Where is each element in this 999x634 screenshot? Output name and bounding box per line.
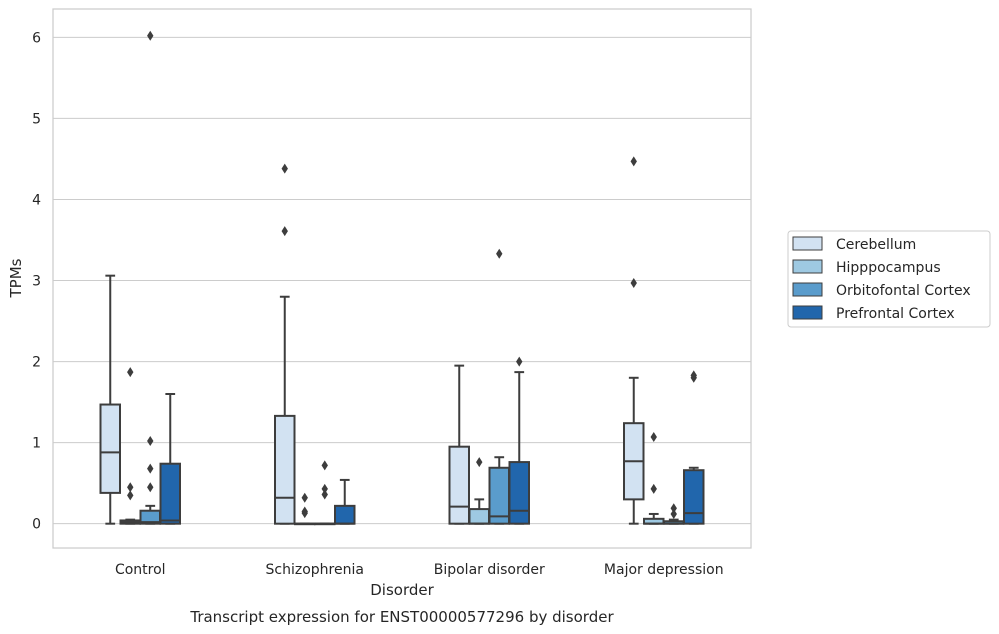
y-tick-label: 4 xyxy=(32,192,41,208)
outlier-point xyxy=(670,508,677,519)
y-tick-label: 6 xyxy=(32,30,41,46)
x-axis-ticks: Control Schizophrenia Bipolar disorder Majo… xyxy=(115,562,724,578)
outlier-point xyxy=(127,490,134,501)
x-tick-label: Control xyxy=(115,562,166,578)
box-iqr xyxy=(508,461,530,525)
outlier-point xyxy=(127,367,134,378)
box-group xyxy=(468,457,490,525)
box-iqr xyxy=(468,508,490,525)
outlier-point xyxy=(301,506,308,517)
box-iqr xyxy=(683,469,705,525)
y-tick-label: 0 xyxy=(32,517,41,533)
legend-swatch xyxy=(792,236,823,251)
outlier-point xyxy=(496,248,503,259)
legend-frame xyxy=(787,230,991,328)
outlier-point xyxy=(301,492,308,503)
box-group xyxy=(334,478,356,525)
box-plot-marks xyxy=(99,30,705,526)
outlier-point xyxy=(281,226,288,237)
box-iqr xyxy=(159,462,181,525)
x-tick-label: Bipolar disorder xyxy=(434,562,545,578)
legend-swatch xyxy=(792,282,823,297)
box-group xyxy=(119,367,141,525)
grid-lines xyxy=(53,36,751,525)
outlier-point xyxy=(630,156,637,167)
box-group xyxy=(663,503,685,525)
y-axis-ticks: 0 1 2 3 4 5 6 xyxy=(32,30,41,532)
legend-entry-label: Prefrontal Cortex xyxy=(836,306,955,322)
legend-swatch xyxy=(792,305,823,320)
legend-entry-label: Orbitofontal Cortex xyxy=(836,283,971,299)
box-group xyxy=(139,30,161,525)
outlier-point xyxy=(321,489,328,500)
box-group xyxy=(488,248,510,525)
outlier-point xyxy=(281,163,288,174)
box-group xyxy=(274,163,296,525)
box-iqr xyxy=(274,414,296,525)
box-iqr xyxy=(334,504,356,525)
legend: Cerebellum Hipppocampus Orbitofontal Corte… xyxy=(787,230,991,328)
box-group xyxy=(448,364,470,525)
y-axis-label: TPMs xyxy=(7,258,25,298)
box-group xyxy=(99,274,121,525)
outlier-point xyxy=(630,277,637,288)
box-iqr xyxy=(488,466,510,525)
x-tick-label: Major depression xyxy=(604,562,724,578)
chart-title: Transcript expression for ENST0000057729… xyxy=(189,608,614,626)
outlier-point xyxy=(147,30,154,41)
box-iqr xyxy=(99,403,121,494)
box-group xyxy=(643,431,665,525)
x-tick-label: Schizophrenia xyxy=(266,562,364,578)
outlier-point xyxy=(670,503,677,514)
outlier-point xyxy=(147,463,154,474)
x-axis-label: Disorder xyxy=(370,581,434,599)
outlier-point xyxy=(147,436,154,447)
box-group xyxy=(294,492,316,526)
outlier-point xyxy=(321,460,328,471)
legend-entry-label: Cerebellum xyxy=(836,237,916,253)
legend-entry-label: Hipppocampus xyxy=(836,260,941,276)
y-tick-label: 3 xyxy=(32,274,41,290)
outlier-point xyxy=(650,483,657,494)
outlier-point xyxy=(690,370,697,381)
box-iqr xyxy=(448,445,470,525)
box-group xyxy=(623,156,645,525)
y-tick-label: 5 xyxy=(32,111,41,127)
plot-area-frame xyxy=(52,8,752,549)
outlier-point xyxy=(476,457,483,468)
outlier-point xyxy=(650,431,657,442)
box-group xyxy=(683,370,705,525)
y-tick-label: 1 xyxy=(32,436,41,452)
outlier-point xyxy=(516,356,523,367)
legend-swatch xyxy=(792,259,823,274)
outlier-point xyxy=(127,482,134,493)
outlier-point xyxy=(147,482,154,493)
y-tick-label: 2 xyxy=(32,355,41,371)
box-group xyxy=(314,460,336,526)
outlier-point xyxy=(321,483,328,494)
box-group xyxy=(508,356,530,525)
box-group xyxy=(159,393,181,525)
